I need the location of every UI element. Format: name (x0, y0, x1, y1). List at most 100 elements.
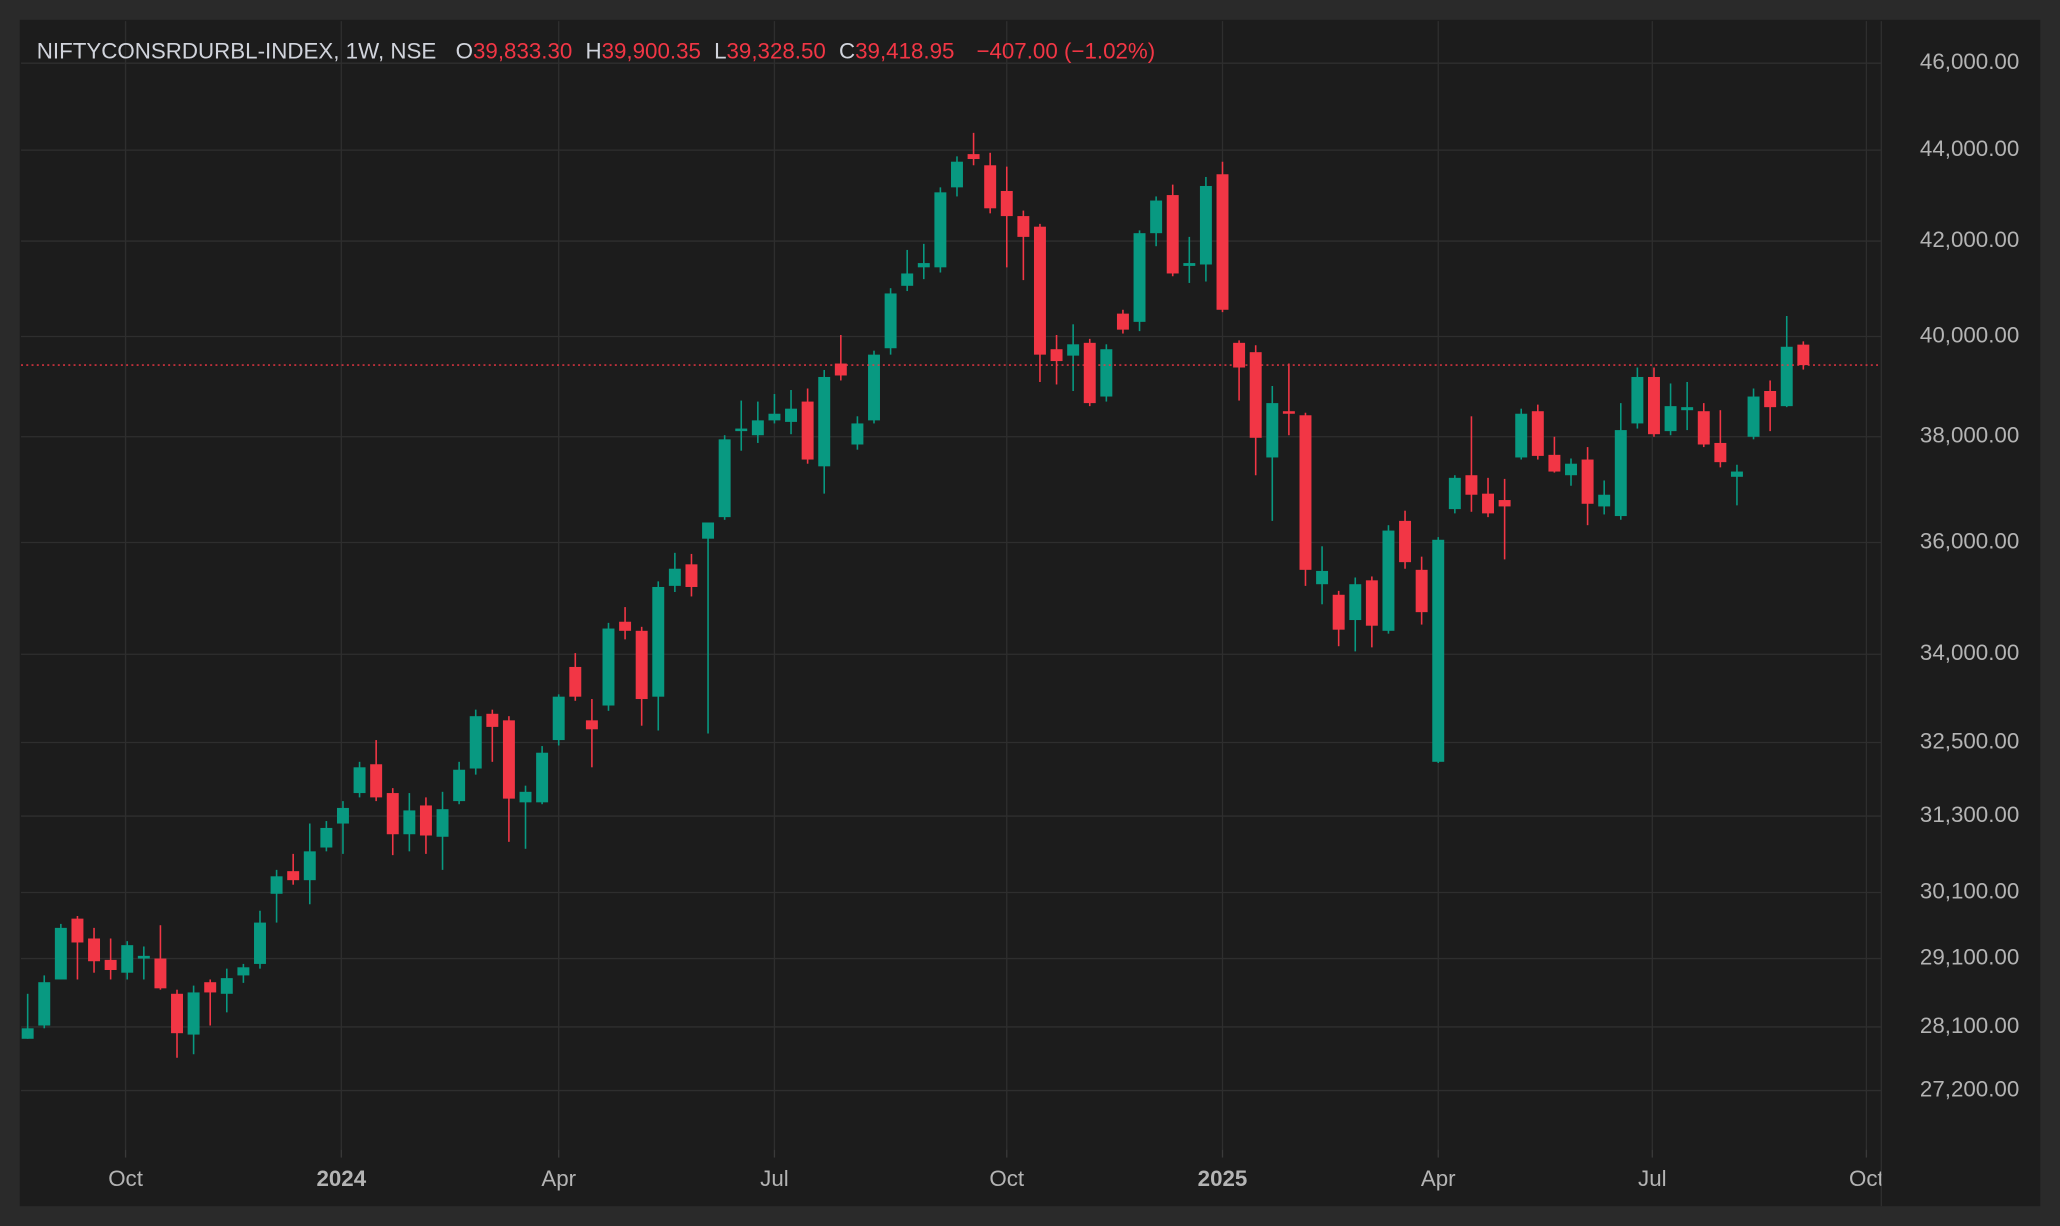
ohlc-value: 39,900.35 (602, 39, 701, 64)
body (1266, 403, 1279, 458)
body (569, 666, 582, 697)
body (137, 955, 150, 959)
body (1299, 415, 1312, 570)
body (1548, 454, 1561, 472)
body (1531, 411, 1544, 456)
body (1332, 594, 1345, 630)
x-axis: Oct 2024 Apr Jul Oct 2025 Apr Jul Oct (108, 1166, 1885, 1191)
body (536, 752, 549, 803)
body (187, 992, 200, 1035)
body (967, 154, 980, 160)
body (469, 716, 482, 769)
body (71, 918, 84, 943)
body (901, 273, 914, 286)
body (785, 408, 798, 422)
body (453, 769, 466, 802)
body (1349, 584, 1362, 621)
body (171, 993, 183, 1034)
ohlc-letter: L (714, 39, 726, 64)
body (419, 805, 432, 836)
body (270, 876, 283, 894)
body (1382, 530, 1395, 631)
body (353, 767, 366, 794)
body (1664, 406, 1677, 432)
body (1780, 346, 1793, 407)
y-tick-label: 38,000.00 (1920, 423, 2019, 448)
body (237, 967, 250, 976)
x-tick-label: Jul (1638, 1166, 1667, 1191)
body (1448, 477, 1461, 510)
x-tick-label: Oct (1849, 1166, 1885, 1191)
body (303, 851, 316, 881)
body (1083, 342, 1096, 404)
body (403, 810, 416, 835)
ohlc: O39,833.30 H39,900.35 L39,328.50 C39,418.95 (456, 39, 955, 64)
body (718, 439, 731, 518)
body (1116, 313, 1129, 330)
body (1050, 349, 1063, 362)
body (1565, 463, 1577, 476)
ohlc-value: 39,833.30 (473, 39, 572, 64)
y-tick-label: 27,200.00 (1920, 1076, 2019, 1101)
y-tick-label: 30,100.00 (1920, 878, 2019, 903)
body (685, 564, 698, 587)
x-tick-label: 2024 (316, 1166, 366, 1191)
body (519, 791, 532, 803)
body (88, 938, 101, 962)
body (917, 263, 930, 268)
x-tick-label: Jul (760, 1166, 789, 1191)
body (254, 922, 266, 964)
body (585, 720, 598, 730)
ohlc-letter: O (456, 39, 473, 64)
body (21, 1028, 34, 1039)
body (154, 958, 167, 989)
body (1216, 174, 1229, 310)
body (1697, 411, 1710, 445)
body (1415, 569, 1428, 613)
change: −407.00 (−1.02%) (976, 39, 1155, 64)
body (602, 628, 615, 706)
body (735, 428, 748, 432)
body (635, 630, 648, 700)
y-tick-label: 40,000.00 (1920, 322, 2019, 347)
body (1498, 500, 1511, 507)
body (1017, 216, 1030, 237)
body (104, 959, 117, 970)
y-axis: 46,000.00 44,000.00 42,000.00 40,000.00 38,0… (1920, 49, 2019, 1101)
body (1249, 352, 1262, 438)
body (1183, 263, 1196, 266)
body (486, 713, 499, 727)
body (336, 807, 349, 824)
body (934, 192, 947, 268)
body (436, 809, 449, 837)
y-tick-label: 29,100.00 (1920, 944, 2019, 969)
body (951, 161, 963, 188)
body (1432, 539, 1445, 762)
body (652, 586, 665, 697)
body (1747, 396, 1760, 437)
body (851, 423, 864, 445)
header: NIFTYCONSRDURBL-INDEX, 1W, NSE O39,833.3… (37, 39, 1155, 64)
body (984, 165, 997, 209)
y-tick-label: 32,500.00 (1920, 728, 2019, 753)
body (1482, 493, 1494, 514)
body (1100, 349, 1113, 397)
body (1150, 200, 1163, 234)
body (1133, 233, 1146, 322)
ohlc-letter: C (839, 39, 855, 64)
body (54, 927, 67, 980)
y-tick-label: 34,000.00 (1920, 640, 2019, 665)
body (1648, 376, 1660, 435)
x-tick-label: Oct (989, 1166, 1025, 1191)
body (751, 420, 764, 436)
body (1067, 344, 1080, 356)
candles (21, 132, 1882, 1058)
body (1316, 570, 1329, 585)
body (502, 720, 515, 799)
y-tick-label: 46,000.00 (1920, 49, 2019, 74)
body (320, 827, 333, 848)
y-tick-label: 31,300.00 (1920, 802, 2019, 827)
ohlc-letter: H (585, 39, 601, 64)
